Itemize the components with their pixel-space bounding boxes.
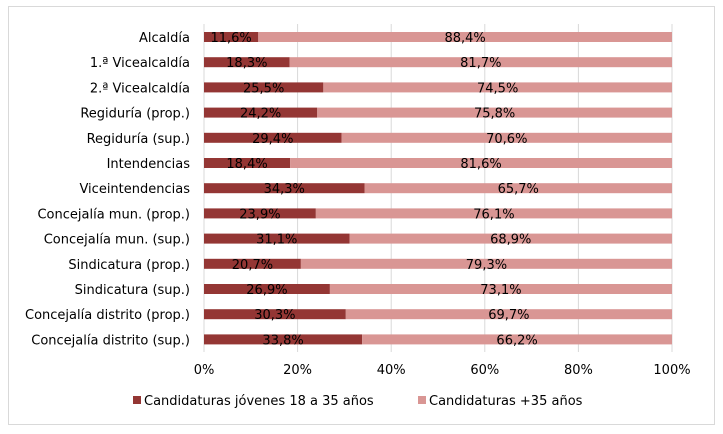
bar-over35 — [345, 309, 672, 320]
bar-young — [204, 208, 316, 219]
bar-young — [204, 258, 301, 269]
bar-young — [204, 107, 318, 118]
data-label: 29,4% — [252, 132, 293, 147]
category-label: Concejalía mun. (prop.) — [37, 207, 190, 222]
bar-young — [204, 132, 342, 143]
legend-label: Candidaturas +35 años — [429, 394, 583, 409]
legend-swatch — [418, 396, 426, 404]
data-label: 26,9% — [246, 283, 287, 298]
data-label: 25,5% — [243, 81, 284, 96]
data-label: 79,3% — [466, 258, 507, 273]
bar-over35 — [323, 82, 672, 93]
data-label: 68,9% — [490, 233, 531, 248]
bar-over35 — [362, 334, 672, 345]
x-tick-label: 60% — [470, 363, 499, 378]
data-label: 23,9% — [239, 207, 280, 222]
x-tick-label: 80% — [564, 363, 593, 378]
data-label: 20,7% — [232, 258, 273, 273]
bar-over35 — [341, 132, 672, 143]
category-label: Concejalía distrito (prop.) — [25, 308, 190, 323]
category-label: Concejalía mun. (sup.) — [44, 233, 190, 248]
bar-young — [204, 57, 290, 68]
data-label: 73,1% — [480, 283, 521, 298]
bar-over35 — [349, 233, 672, 244]
x-tick-label: 20% — [283, 363, 312, 378]
x-tick-label: 40% — [377, 363, 406, 378]
category-label: Intendencias — [107, 157, 191, 172]
chart-frame — [8, 6, 715, 425]
data-label: 76,1% — [473, 207, 514, 222]
x-tick-label: 100% — [653, 363, 690, 378]
category-label: Sindicatura (sup.) — [75, 283, 190, 298]
bar-young — [204, 284, 330, 294]
data-label: 24,2% — [240, 107, 281, 122]
bar-young — [204, 32, 259, 42]
data-label: 65,7% — [498, 182, 539, 197]
bar-young — [204, 334, 363, 345]
bar-over35 — [258, 32, 672, 42]
bar-young — [204, 82, 324, 93]
bar-over35 — [290, 158, 672, 168]
bar-young — [204, 183, 365, 194]
data-label: 69,7% — [488, 308, 529, 323]
data-label: 74,5% — [477, 81, 518, 96]
data-label: 81,7% — [460, 56, 501, 71]
data-label: 34,3% — [264, 182, 305, 197]
category-label: Regiduría (prop.) — [80, 107, 190, 122]
data-label: 31,1% — [256, 233, 297, 248]
category-label: 2.ª Vicealcaldía — [90, 81, 190, 96]
bar-over35 — [289, 57, 672, 68]
bar-young — [204, 158, 291, 168]
category-label: Concejalía distrito (sup.) — [31, 333, 190, 348]
category-label: Regiduría (sup.) — [87, 132, 190, 147]
data-label: 75,8% — [474, 107, 515, 122]
data-label: 81,6% — [460, 157, 501, 172]
bar-young — [204, 233, 350, 244]
legend-swatch — [133, 396, 141, 404]
bar-over35 — [329, 284, 672, 294]
bar-over35 — [300, 258, 672, 269]
bar-over35 — [364, 183, 672, 194]
data-label: 18,3% — [226, 56, 267, 71]
x-tick-label: 0% — [194, 363, 215, 378]
data-label: 18,4% — [226, 157, 267, 172]
data-label: 66,2% — [496, 333, 537, 348]
bar-young — [204, 309, 346, 320]
data-label: 30,3% — [254, 308, 295, 323]
category-label: 1.ª Vicealcaldía — [90, 56, 190, 71]
data-label: 88,4% — [444, 31, 485, 46]
bar-over35 — [317, 107, 672, 118]
bar-over35 — [315, 208, 672, 219]
data-label: 11,6% — [210, 31, 251, 46]
category-label: Alcaldía — [139, 31, 190, 46]
category-label: Viceintendencias — [79, 182, 190, 197]
data-label: 70,6% — [486, 132, 527, 147]
data-label: 33,8% — [262, 333, 303, 348]
legend-label: Candidaturas jóvenes 18 a 35 años — [144, 394, 374, 409]
category-label: Sindicatura (prop.) — [68, 258, 190, 273]
